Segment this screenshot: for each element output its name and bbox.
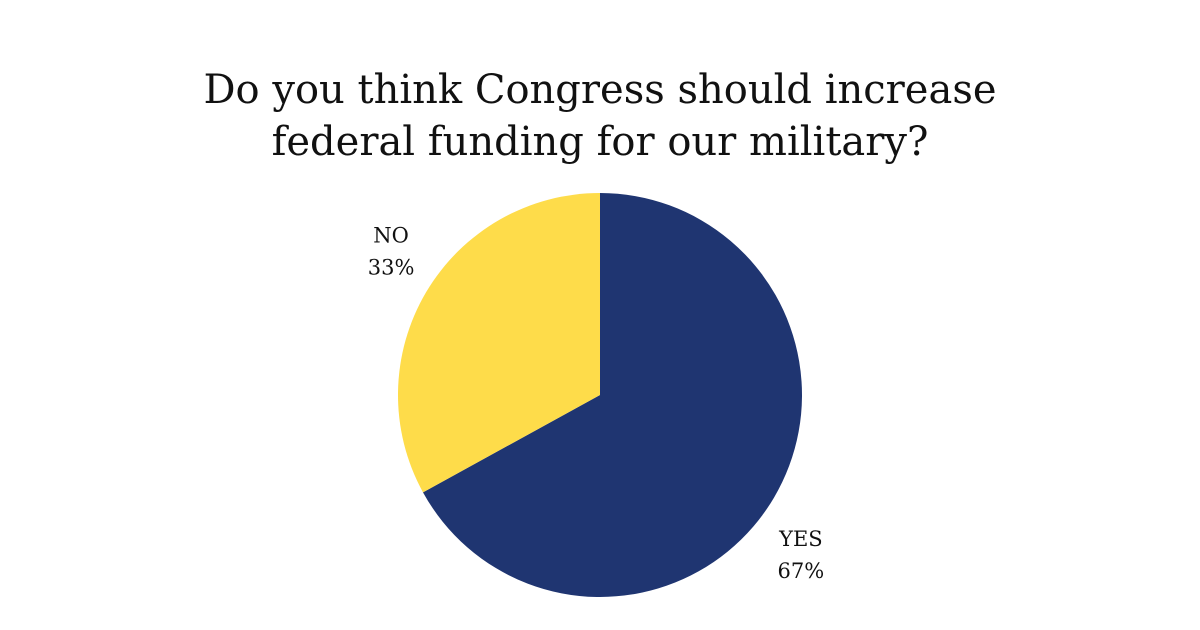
pie-label-value: 67% (778, 559, 825, 583)
chart-title-line-2: federal funding for our military? (272, 119, 929, 165)
pie-label-yes: YES 67% (778, 527, 825, 583)
pie-label-name: NO (373, 224, 409, 248)
pie-slices (397, 193, 802, 597)
chart-title: Do you think Congress should increase fe… (203, 67, 996, 165)
pie-label-no: NO 33% (368, 224, 415, 280)
pie-label-name: YES (778, 527, 823, 551)
pie-slice-yes (422, 193, 802, 597)
chart-title-line-1: Do you think Congress should increase (203, 67, 996, 113)
pie-label-value: 33% (368, 256, 415, 280)
pie-slice-no (397, 193, 600, 493)
pie-labels: YES 67% NO 33% (368, 224, 824, 583)
